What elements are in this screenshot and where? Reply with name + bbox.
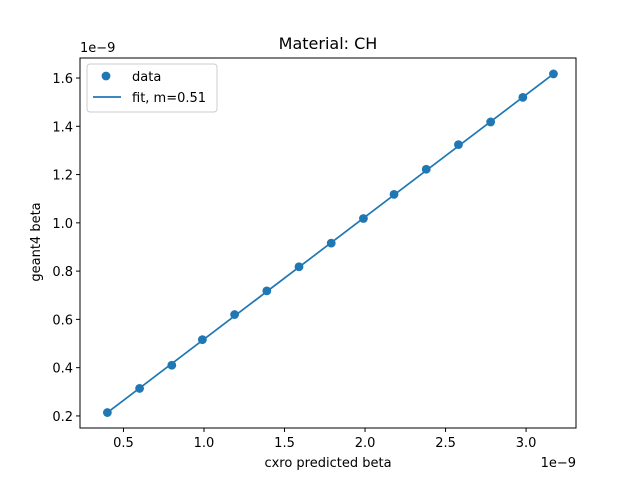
legend-label-fit: fit, m=0.51 (132, 91, 206, 106)
x-tick-label: 1.5 (274, 436, 295, 451)
axes-frame (79, 57, 577, 429)
data-point (135, 384, 144, 393)
legend: data fit, m=0.51 (86, 63, 218, 113)
data-point (167, 360, 177, 370)
y-tick-label: 0.2 (52, 410, 73, 425)
y-axis-label: geant4 beta (29, 202, 44, 281)
data-point (197, 335, 207, 345)
data-point (454, 140, 463, 150)
x-tick-label: 0.5 (113, 436, 134, 451)
data-point (486, 117, 496, 127)
y-offset-label: 1e−9 (80, 41, 115, 56)
data-point (262, 286, 272, 296)
y-tick-label: 0.4 (52, 362, 73, 377)
x-axis-label: cxro predicted beta (264, 456, 391, 471)
y-tick-label: 1.6 (52, 72, 73, 87)
data-point (326, 238, 336, 248)
y-tick-label: 1.2 (52, 169, 73, 184)
chart-title: Material: CH (279, 34, 378, 53)
x-offset-label: 1e−9 (541, 456, 576, 471)
y-tick-label: 0.6 (52, 313, 73, 328)
legend-box (86, 63, 218, 113)
data-point (359, 214, 368, 223)
x-tick-label: 1.0 (194, 436, 215, 451)
legend-label-data: data (132, 70, 161, 85)
data-point (518, 92, 528, 102)
data-point (389, 189, 399, 199)
data-point (230, 310, 239, 319)
data-point (421, 164, 431, 174)
x-tick-label: 2.5 (435, 436, 456, 451)
x-tick-label: 3.0 (516, 436, 537, 451)
data-point (549, 69, 558, 79)
plot-area (102, 69, 558, 417)
y-tick-label: 1.4 (52, 120, 73, 135)
data-point (294, 262, 304, 272)
data-point (102, 408, 112, 417)
y-tick-label: 0.8 (52, 265, 73, 280)
y-tick-label: 1.0 (52, 217, 73, 232)
legend-marker-data (101, 71, 111, 81)
x-tick-label: 2.0 (355, 436, 376, 451)
